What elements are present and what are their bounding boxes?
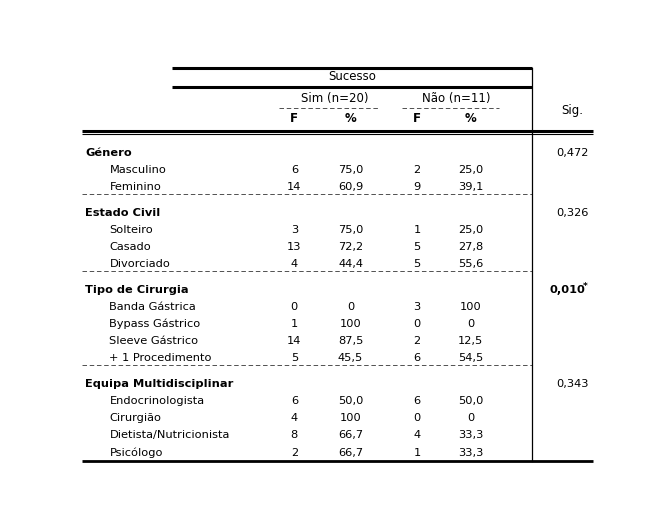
Text: 4: 4 (291, 260, 298, 269)
Text: Masculino: Masculino (109, 165, 166, 175)
Text: %: % (345, 113, 357, 125)
Text: 27,8: 27,8 (458, 242, 483, 252)
Text: 33,3: 33,3 (458, 430, 483, 440)
Text: 66,7: 66,7 (338, 447, 363, 458)
Text: Tipo de Cirurgia: Tipo de Cirurgia (85, 285, 188, 295)
Text: 25,0: 25,0 (458, 165, 483, 175)
Text: 1: 1 (291, 319, 298, 329)
Text: Não (n=11): Não (n=11) (422, 92, 491, 105)
Text: 6: 6 (413, 396, 420, 406)
Text: Cirurgião: Cirurgião (109, 413, 161, 423)
Text: 100: 100 (459, 302, 482, 312)
Text: 75,0: 75,0 (338, 165, 363, 175)
Text: 5: 5 (413, 260, 420, 269)
Text: 0: 0 (413, 319, 420, 329)
Text: 0,343: 0,343 (556, 379, 589, 389)
Text: Solteiro: Solteiro (109, 225, 153, 235)
Text: 8: 8 (291, 430, 298, 440)
Text: Sim (n=20): Sim (n=20) (301, 92, 369, 105)
Text: Banda Gástrica: Banda Gástrica (109, 302, 196, 312)
Text: 4: 4 (291, 413, 298, 423)
Text: F: F (291, 113, 299, 125)
Text: 100: 100 (339, 319, 361, 329)
Text: 0: 0 (413, 413, 420, 423)
Text: 2: 2 (291, 447, 298, 458)
Text: 87,5: 87,5 (338, 336, 363, 346)
Text: 75,0: 75,0 (338, 225, 363, 235)
Text: 3: 3 (413, 302, 420, 312)
Text: + 1 Procedimento: + 1 Procedimento (109, 354, 212, 364)
Text: Psicólogo: Psicólogo (109, 447, 163, 458)
Text: Dietista/Nutricionista: Dietista/Nutricionista (109, 430, 230, 440)
Text: Divorciado: Divorciado (109, 260, 170, 269)
Text: F: F (413, 113, 421, 125)
Text: 14: 14 (287, 336, 302, 346)
Text: 66,7: 66,7 (338, 430, 363, 440)
Text: 0: 0 (347, 302, 354, 312)
Text: 0: 0 (467, 319, 474, 329)
Text: 5: 5 (413, 242, 420, 252)
Text: Equipa Multidisciplinar: Equipa Multidisciplinar (85, 379, 233, 389)
Text: 12,5: 12,5 (458, 336, 483, 346)
Text: Casado: Casado (109, 242, 151, 252)
Text: 1: 1 (413, 447, 420, 458)
Text: 54,5: 54,5 (458, 354, 483, 364)
Text: 13: 13 (287, 242, 302, 252)
Text: 9: 9 (413, 182, 420, 192)
Text: 0,010: 0,010 (550, 285, 585, 295)
Text: 2: 2 (413, 165, 420, 175)
Text: 33,3: 33,3 (458, 447, 483, 458)
Text: Estado Civil: Estado Civil (85, 208, 160, 218)
Text: 0: 0 (291, 302, 298, 312)
Text: Sleeve Gástrico: Sleeve Gástrico (109, 336, 198, 346)
Text: 39,1: 39,1 (458, 182, 483, 192)
Text: 3: 3 (291, 225, 298, 235)
Text: Sig.: Sig. (561, 105, 584, 118)
Text: 5: 5 (291, 354, 298, 364)
Text: 100: 100 (339, 413, 361, 423)
Text: 60,9: 60,9 (338, 182, 363, 192)
Text: %: % (465, 113, 476, 125)
Text: *: * (583, 282, 588, 291)
Text: 72,2: 72,2 (338, 242, 363, 252)
Text: 25,0: 25,0 (458, 225, 483, 235)
Text: Género: Género (85, 148, 132, 158)
Text: 4: 4 (413, 430, 420, 440)
Text: 44,4: 44,4 (338, 260, 363, 269)
Text: 50,0: 50,0 (338, 396, 363, 406)
Text: 6: 6 (291, 396, 298, 406)
Text: Endocrinologista: Endocrinologista (109, 396, 204, 406)
Text: 45,5: 45,5 (338, 354, 363, 364)
Text: 0,472: 0,472 (556, 148, 589, 158)
Text: 50,0: 50,0 (458, 396, 483, 406)
Text: 2: 2 (413, 336, 420, 346)
Text: 55,6: 55,6 (458, 260, 483, 269)
Text: Bypass Gástrico: Bypass Gástrico (109, 319, 201, 329)
Text: 0: 0 (467, 413, 474, 423)
Text: Feminino: Feminino (109, 182, 161, 192)
Text: 6: 6 (413, 354, 420, 364)
Text: Sucesso: Sucesso (328, 70, 376, 83)
Text: 1: 1 (413, 225, 420, 235)
Text: 0,326: 0,326 (556, 208, 589, 218)
Text: 14: 14 (287, 182, 302, 192)
Text: 6: 6 (291, 165, 298, 175)
